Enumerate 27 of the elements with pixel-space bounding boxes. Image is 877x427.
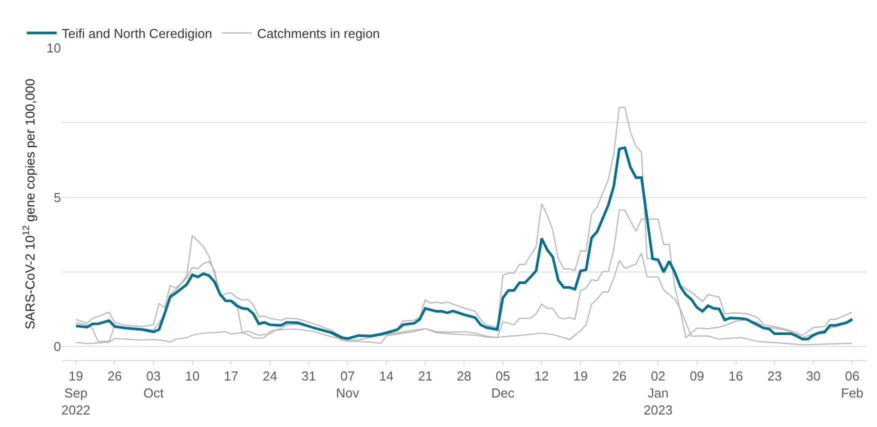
x-tick-label: 24 xyxy=(262,368,278,384)
x-tick-label: 03 Oct xyxy=(143,368,164,400)
x-tick-label: 12 xyxy=(534,368,549,384)
x-tick-label: 19 xyxy=(573,368,588,384)
y-tick-label: 10 xyxy=(46,40,61,56)
x-tick-label: 06 Feb xyxy=(841,368,864,400)
x-tick-label: 09 xyxy=(690,368,704,384)
x-tick-label: 17 xyxy=(224,368,238,384)
x-tick-label: 31 xyxy=(302,368,316,384)
legend-label: Teifi and North Ceredigion xyxy=(62,26,212,42)
x-tick-label: 26 xyxy=(612,368,627,384)
x-tick-label: 10 xyxy=(185,368,200,384)
x-tick-label: 07 Nov xyxy=(336,368,360,400)
x-tick-label: 26 xyxy=(107,368,122,384)
x-tick-label: 05 Dec xyxy=(491,368,515,400)
x-tick-label: 30 xyxy=(806,368,821,384)
x-tick-label: 02 Jan 2023 xyxy=(644,368,673,418)
x-tick-label: 14 xyxy=(379,368,394,384)
x-tick-label: 21 xyxy=(418,368,432,384)
y-tick-label: 5 xyxy=(54,190,61,205)
legend-label: Catchments in region xyxy=(257,26,380,42)
line-series xyxy=(74,146,854,340)
x-tick-label: 19 Sep 2022 xyxy=(61,368,90,418)
x-tick-label: 28 xyxy=(456,368,472,384)
x-tick-label: 16 xyxy=(728,368,743,384)
y-tick-label: 0 xyxy=(54,339,61,354)
x-tick-label: 23 xyxy=(767,368,782,384)
